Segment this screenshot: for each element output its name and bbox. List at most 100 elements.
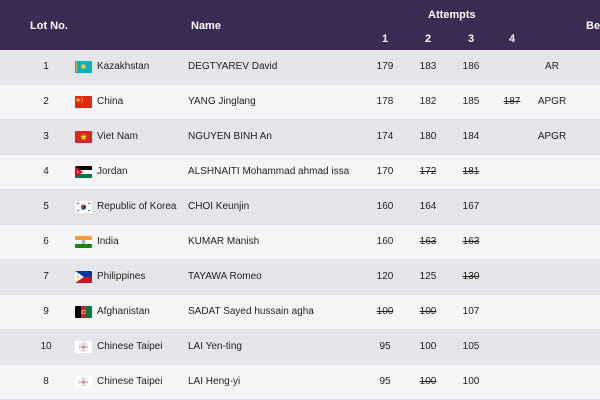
attempt-1-value: 160	[376, 236, 394, 247]
table-row[interactable]: 10 Chinese Taipei LAI Yen-ting 95 100 105	[0, 330, 600, 365]
table-row[interactable]: 6 India KUMAR Manish 160 163 163	[0, 225, 600, 260]
attempt-3-header: 3	[467, 33, 475, 45]
jordan-flag-icon	[75, 166, 92, 178]
athlete-name: ALSHNAITI Mohammad ahmad issa	[188, 166, 350, 177]
attempt-3-value: 181	[462, 166, 480, 177]
korea-flag-icon	[75, 201, 92, 213]
attempt-1-value: 178	[376, 96, 394, 107]
record-badge	[534, 190, 570, 224]
table-row[interactable]: 2 China YANG Jinglang 178 182 185 187 APGR	[0, 85, 600, 120]
country-name: Viet Nam	[97, 131, 138, 142]
country-name: Jordan	[97, 166, 128, 177]
table-row[interactable]: 4 Jordan ALSHNAITI Mohammad ahmad issa 170 1…	[0, 155, 600, 190]
record-badge: AR	[545, 61, 559, 72]
lot-number: 7	[43, 271, 49, 282]
results-table-body: 1 Kazakhstan DEGTYAREV David 179 183 186 AR 2 Ch…	[0, 50, 600, 400]
attempt-1-value: 95	[379, 341, 391, 352]
athlete-name: YANG Jinglang	[188, 96, 256, 107]
attempt-2-value: 164	[419, 201, 437, 212]
record-badge: APGR	[537, 96, 567, 107]
attempt-4-value	[497, 120, 527, 154]
attempt-3-value: 185	[462, 96, 480, 107]
attempt-4-value	[497, 365, 527, 399]
athlete-name: LAI Heng-yi	[188, 376, 241, 387]
chinese-taipei-flag-icon	[75, 376, 92, 388]
attempt-3-value: 100	[462, 376, 480, 387]
lot-number: 1	[43, 61, 49, 72]
table-row[interactable]: 1 Kazakhstan DEGTYAREV David 179 183 186 AR	[0, 50, 600, 85]
attempt-3-value: 186	[462, 61, 480, 72]
country-name: Philippines	[97, 271, 146, 282]
lot-number: 10	[40, 341, 52, 352]
attempt-2-header: 2	[424, 33, 432, 45]
attempt-1-header: 1	[381, 33, 389, 45]
country-name: India	[97, 236, 119, 247]
attempt-1-value: 170	[376, 166, 394, 177]
attempt-1-value: 160	[376, 201, 394, 212]
athlete-name: LAI Yen-ting	[188, 341, 242, 352]
india-flag-icon	[75, 236, 92, 248]
country-name: Afghanistan	[97, 306, 150, 317]
attempt-3-value: 184	[462, 131, 480, 142]
record-badge	[534, 225, 570, 259]
attempt-4-value	[497, 260, 527, 294]
record-badge	[534, 155, 570, 189]
record-badge	[534, 365, 570, 399]
attempt-4-value: 187	[503, 96, 521, 107]
attempt-4-header: 4	[508, 33, 516, 45]
results-table-header: t Lot No. Name Attempts 1 2 3 4 Bes	[0, 0, 600, 50]
attempt-2-value: 163	[419, 236, 437, 247]
country-name: Chinese Taipei	[97, 376, 163, 387]
attempt-1-value: 174	[376, 131, 394, 142]
country-name: Chinese Taipei	[97, 341, 163, 352]
athlete-name: DEGTYAREV David	[188, 61, 278, 72]
attempt-1-value: 120	[376, 271, 394, 282]
table-row[interactable]: 7 Philippines TAYAWA Romeo 120 125 130	[0, 260, 600, 295]
attempt-2-value: 100	[419, 341, 437, 352]
lot-number: 2	[43, 96, 49, 107]
attempt-3-value: 167	[462, 201, 480, 212]
record-badge: APGR	[537, 131, 567, 142]
attempt-3-value: 130	[462, 271, 480, 282]
attempt-3-value: 107	[462, 306, 480, 317]
attempt-3-value: 163	[462, 236, 480, 247]
lot-number: 8	[43, 376, 49, 387]
athlete-name: TAYAWA Romeo	[188, 271, 262, 282]
athlete-name: CHOI Keunjin	[188, 201, 250, 212]
country-name: Kazakhstan	[97, 61, 150, 72]
attempt-4-value	[497, 225, 527, 259]
kazakhstan-flag-icon	[75, 61, 92, 73]
lot-number: 6	[43, 236, 49, 247]
china-flag-icon	[75, 96, 92, 108]
attempt-3-value: 105	[462, 341, 480, 352]
lot-number: 3	[43, 131, 49, 142]
record-badge	[534, 260, 570, 294]
table-row[interactable]: 3 Viet Nam NGUYEN BINH An 174 180 184 APGR	[0, 120, 600, 155]
attempt-4-value	[497, 155, 527, 189]
lot-number-column-header: Lot No.	[30, 20, 68, 32]
athlete-name: NGUYEN BINH An	[188, 131, 272, 142]
table-row[interactable]: 9 Afghanistan SADAT Sayed hussain agha 100 1…	[0, 295, 600, 330]
table-row[interactable]: 8 Chinese Taipei LAI Heng-yi 95 100 100	[0, 365, 600, 400]
country-name: Republic of Korea	[97, 201, 177, 212]
attempt-1-value: 100	[376, 306, 394, 317]
attempt-2-value: 125	[419, 271, 437, 282]
attempt-4-value	[497, 50, 527, 84]
attempt-1-value: 95	[379, 376, 391, 387]
record-badge	[534, 330, 570, 364]
attempt-2-value: 182	[419, 96, 437, 107]
attempt-4-value	[497, 190, 527, 224]
attempt-2-value: 100	[419, 306, 437, 317]
table-row[interactable]: 5 Republic of Korea CHOI Keunjin 160 164 167	[0, 190, 600, 225]
attempt-4-value	[497, 330, 527, 364]
name-column-header: Name	[191, 20, 221, 32]
athlete-name: SADAT Sayed hussain agha	[188, 306, 314, 317]
country-name: China	[97, 96, 124, 107]
vietnam-flag-icon	[75, 131, 92, 143]
chinese-taipei-flag-icon	[75, 341, 92, 353]
lot-number: 4	[43, 166, 49, 177]
lot-number: 5	[43, 201, 49, 212]
attempt-1-value: 179	[376, 61, 394, 72]
best-column-header: Bes	[586, 20, 600, 32]
record-badge	[534, 295, 570, 329]
